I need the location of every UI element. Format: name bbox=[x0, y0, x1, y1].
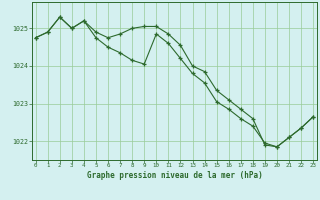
X-axis label: Graphe pression niveau de la mer (hPa): Graphe pression niveau de la mer (hPa) bbox=[86, 171, 262, 180]
